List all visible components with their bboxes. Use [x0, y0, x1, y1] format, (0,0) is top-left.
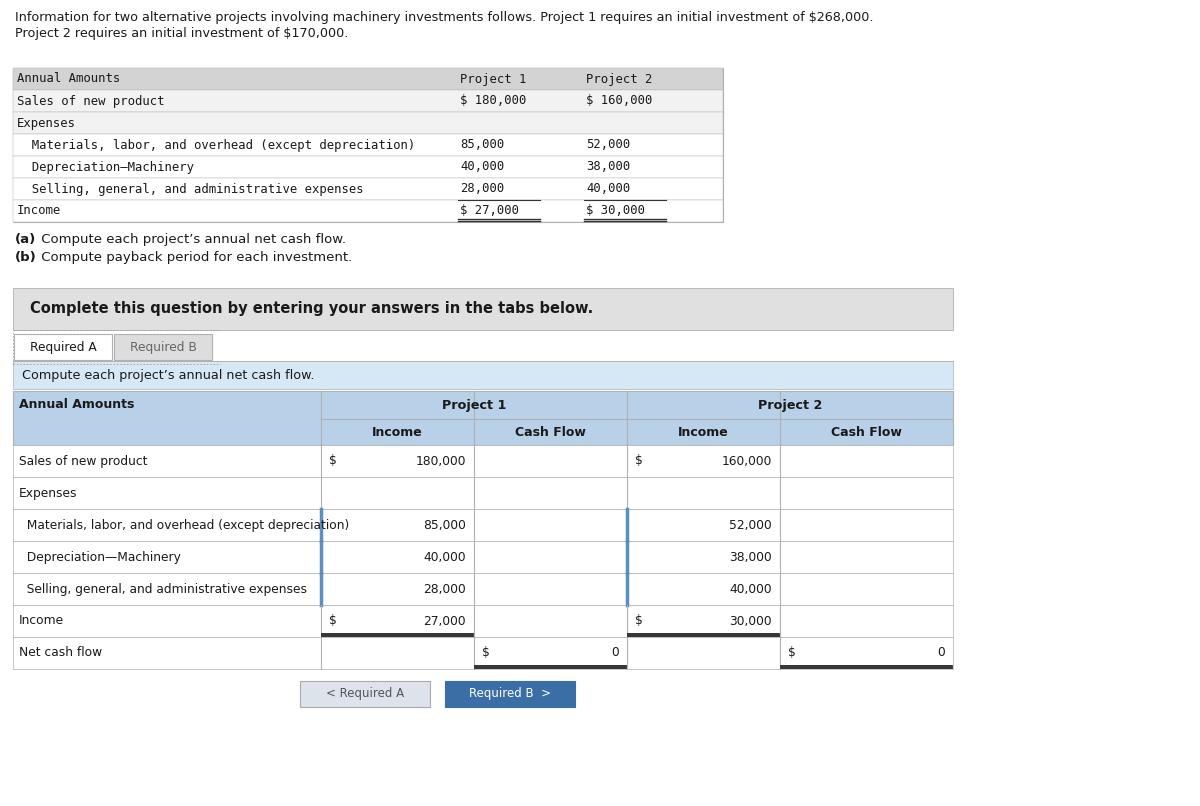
- Text: Project 2: Project 2: [586, 73, 653, 85]
- Text: Cash Flow: Cash Flow: [515, 426, 586, 438]
- Text: (b): (b): [14, 251, 37, 264]
- Text: Net cash flow: Net cash flow: [19, 646, 102, 659]
- Text: Materials, labor, and overhead (except depreciation): Materials, labor, and overhead (except d…: [19, 518, 349, 531]
- Text: 160,000: 160,000: [721, 455, 772, 467]
- Text: Project 1: Project 1: [460, 73, 527, 85]
- Text: 180,000: 180,000: [415, 455, 466, 467]
- Text: Project 2 requires an initial investment of $170,000.: Project 2 requires an initial investment…: [14, 27, 348, 39]
- Text: Compute each project’s annual net cash flow.: Compute each project’s annual net cash f…: [37, 234, 346, 247]
- Text: < Required A: < Required A: [326, 688, 404, 700]
- Bar: [445, 681, 575, 707]
- Text: $ 30,000: $ 30,000: [586, 205, 646, 218]
- Bar: [13, 134, 722, 156]
- Text: Required A: Required A: [30, 340, 96, 354]
- Text: 38,000: 38,000: [730, 550, 772, 563]
- Text: 40,000: 40,000: [586, 182, 630, 196]
- Text: Depreciation—Machinery: Depreciation—Machinery: [19, 550, 181, 563]
- Bar: [13, 288, 953, 330]
- Text: Complete this question by entering your answers in the tabs below.: Complete this question by entering your …: [30, 301, 593, 317]
- Bar: [13, 112, 722, 134]
- Text: Required B  >: Required B >: [469, 688, 551, 700]
- Text: 30,000: 30,000: [730, 614, 772, 628]
- Text: Sales of new product: Sales of new product: [17, 94, 164, 107]
- Text: $ 27,000: $ 27,000: [460, 205, 520, 218]
- Text: Selling, general, and administrative expenses: Selling, general, and administrative exp…: [19, 583, 307, 596]
- Text: Annual Amounts: Annual Amounts: [17, 73, 120, 85]
- Text: Required B: Required B: [130, 340, 197, 354]
- Text: 0: 0: [611, 646, 619, 659]
- Bar: [13, 68, 722, 90]
- Text: Income: Income: [678, 426, 728, 438]
- Bar: [13, 361, 953, 389]
- Text: $: $: [635, 614, 643, 628]
- Text: 40,000: 40,000: [460, 160, 504, 173]
- Text: $: $: [329, 614, 337, 628]
- Text: Compute each project’s annual net cash flow.: Compute each project’s annual net cash f…: [22, 368, 314, 381]
- Bar: [13, 178, 722, 200]
- Text: Expenses: Expenses: [19, 487, 78, 500]
- Text: 40,000: 40,000: [730, 583, 772, 596]
- Bar: [13, 605, 953, 637]
- Bar: [300, 681, 430, 707]
- Text: Depreciation–Machinery: Depreciation–Machinery: [17, 160, 194, 173]
- Text: Information for two alternative projects involving machinery investments follows: Information for two alternative projects…: [14, 11, 874, 24]
- Text: $ 180,000: $ 180,000: [460, 94, 527, 107]
- Bar: [13, 90, 722, 112]
- Bar: [13, 445, 953, 477]
- Bar: [13, 477, 953, 509]
- Text: 52,000: 52,000: [586, 139, 630, 152]
- Text: Materials, labor, and overhead (except depreciation): Materials, labor, and overhead (except d…: [17, 139, 415, 152]
- Text: 52,000: 52,000: [730, 518, 772, 531]
- Text: $: $: [635, 455, 643, 467]
- Text: Cash Flow: Cash Flow: [832, 426, 902, 438]
- Text: 85,000: 85,000: [424, 518, 466, 531]
- Text: (a): (a): [14, 234, 36, 247]
- Text: 0: 0: [937, 646, 946, 659]
- Bar: [13, 68, 722, 222]
- Bar: [13, 573, 953, 605]
- Text: $: $: [329, 455, 337, 467]
- Bar: [13, 637, 953, 669]
- Bar: [13, 509, 953, 541]
- Text: Expenses: Expenses: [17, 117, 76, 130]
- Bar: [13, 541, 953, 573]
- Text: Sales of new product: Sales of new product: [19, 455, 148, 467]
- Text: 85,000: 85,000: [460, 139, 504, 152]
- Bar: [114, 334, 212, 360]
- Text: Compute payback period for each investment.: Compute payback period for each investme…: [37, 251, 353, 264]
- Bar: [13, 200, 722, 222]
- Text: Project 1: Project 1: [442, 398, 506, 412]
- Text: 28,000: 28,000: [460, 182, 504, 196]
- Text: 40,000: 40,000: [424, 550, 466, 563]
- Text: $: $: [788, 646, 796, 659]
- Text: Selling, general, and administrative expenses: Selling, general, and administrative exp…: [17, 182, 364, 196]
- Text: $ 160,000: $ 160,000: [586, 94, 653, 107]
- Text: 38,000: 38,000: [586, 160, 630, 173]
- Text: 27,000: 27,000: [424, 614, 466, 628]
- Text: Annual Amounts: Annual Amounts: [19, 398, 134, 412]
- Bar: [14, 334, 112, 360]
- Text: Income: Income: [372, 426, 422, 438]
- Text: 28,000: 28,000: [424, 583, 466, 596]
- Bar: [13, 156, 722, 178]
- Text: Income: Income: [19, 614, 64, 628]
- Bar: [13, 391, 953, 445]
- Text: Income: Income: [17, 205, 61, 218]
- Text: $: $: [482, 646, 490, 659]
- Text: Project 2: Project 2: [758, 398, 822, 412]
